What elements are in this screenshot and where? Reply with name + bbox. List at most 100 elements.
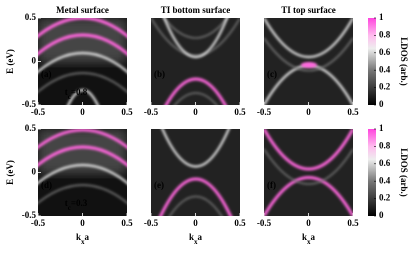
y-tick-label: 0.5 <box>25 123 37 133</box>
text-part: x <box>194 238 198 246</box>
panel-label: (f) <box>267 180 276 190</box>
colorbar-label: LDOS (arb.) <box>399 148 409 197</box>
colorbar-tick-label: 0 <box>379 99 384 109</box>
y-tick-label: 0 <box>32 167 37 177</box>
panel <box>151 18 240 105</box>
panel-label: (b) <box>154 69 165 79</box>
colorbar-tick-label: 1 <box>379 123 384 133</box>
panel-title: TI bottom surface <box>161 5 231 15</box>
band <box>151 18 240 57</box>
band <box>159 177 233 216</box>
x-tick-label: -0.5 <box>257 218 272 228</box>
band <box>264 129 353 171</box>
panel <box>264 18 353 105</box>
colorbar-tick-label: 0.2 <box>379 193 391 203</box>
y-axis-label: E (eV) <box>5 160 15 185</box>
heatmap <box>264 18 353 105</box>
colorbar-tick-label: 0.8 <box>379 29 391 39</box>
text-part: c <box>68 204 71 212</box>
band <box>38 33 127 56</box>
text-part: t <box>65 87 68 97</box>
x-tick-label: 0.5 <box>234 107 246 117</box>
colorbar-label: LDOS (arb.) <box>399 37 409 86</box>
x-tick-label: 0 <box>193 107 198 117</box>
band <box>168 195 223 216</box>
annotation: tc=0.3 <box>65 198 88 212</box>
band <box>38 18 127 38</box>
heatmap-glow <box>38 18 127 63</box>
text-part: k <box>189 232 194 242</box>
hotspot <box>301 62 317 68</box>
band <box>174 92 218 105</box>
colorbar-tick-label: 0 <box>379 210 384 220</box>
text-part: t <box>65 198 68 208</box>
colorbar-tick-label: 1 <box>379 12 384 22</box>
band <box>161 129 230 168</box>
colorbar-tick-label: 0.2 <box>379 82 391 92</box>
x-tick-label: -0.5 <box>257 107 272 117</box>
x-tick-label: -0.5 <box>144 218 159 228</box>
band <box>38 184 127 204</box>
panel-label: (e) <box>154 180 164 190</box>
band <box>38 163 127 185</box>
x-tick-label: 0 <box>193 218 198 228</box>
panel-label: (c) <box>267 69 277 79</box>
band <box>264 176 353 216</box>
x-axis-label: kxa <box>302 232 316 246</box>
text-part: a <box>198 232 203 242</box>
heatmap <box>151 129 240 216</box>
x-tick-label: -0.5 <box>31 107 46 117</box>
x-tick-label: -0.5 <box>31 218 46 228</box>
x-tick-label: -0.5 <box>144 107 159 117</box>
panel <box>38 18 127 105</box>
panel-title: Metal surface <box>56 5 109 15</box>
panel <box>264 129 353 216</box>
y-tick-label: 0 <box>32 56 37 66</box>
x-tick-label: 0 <box>80 107 85 117</box>
panel-title: TI top surface <box>281 5 336 15</box>
text-part: k <box>302 232 307 242</box>
panel-label: (d) <box>41 180 52 190</box>
x-tick-label: 0.5 <box>234 218 246 228</box>
text-part: =0.3 <box>71 198 88 208</box>
colorbar <box>368 18 376 105</box>
colorbar <box>368 129 376 216</box>
text-part: c <box>68 93 71 101</box>
x-tick-label: 0.5 <box>121 218 133 228</box>
band <box>38 145 127 167</box>
x-tick-label: 0.5 <box>121 107 133 117</box>
annotation: tc=0.8 <box>65 87 88 101</box>
x-tick-label: 0 <box>80 218 85 228</box>
heatmap <box>264 129 353 216</box>
band <box>38 72 127 93</box>
band <box>163 18 228 59</box>
panel <box>151 129 240 216</box>
x-tick-label: 0 <box>306 107 311 117</box>
band <box>264 148 353 185</box>
colorbar-tick-label: 0.6 <box>379 158 391 168</box>
panel <box>38 129 127 216</box>
y-tick-label: 0.5 <box>25 12 37 22</box>
x-tick-label: 0.5 <box>347 218 359 228</box>
x-axis-label: kxa <box>189 232 203 246</box>
y-tick-label: -0.5 <box>22 99 37 109</box>
band <box>163 18 229 39</box>
colorbar-tick-label: 0.4 <box>379 64 391 74</box>
colorbar-tick-label: 0.8 <box>379 140 391 150</box>
heatmap-glow <box>38 129 127 174</box>
x-tick-label: 0 <box>306 218 311 228</box>
band <box>264 18 353 58</box>
heatmap <box>151 18 240 105</box>
text-part: x <box>307 238 311 246</box>
text-part: a <box>85 232 90 242</box>
panel-label: (a) <box>41 69 52 79</box>
text-part: a <box>311 232 316 242</box>
band <box>38 129 127 150</box>
y-axis-label: E (eV) <box>5 49 15 74</box>
colorbar-tick-label: 0.6 <box>379 47 391 57</box>
band <box>164 77 227 105</box>
colorbar-tick-label: 0.4 <box>379 175 391 185</box>
text-part: k <box>76 232 81 242</box>
text-part: =0.8 <box>71 87 88 97</box>
